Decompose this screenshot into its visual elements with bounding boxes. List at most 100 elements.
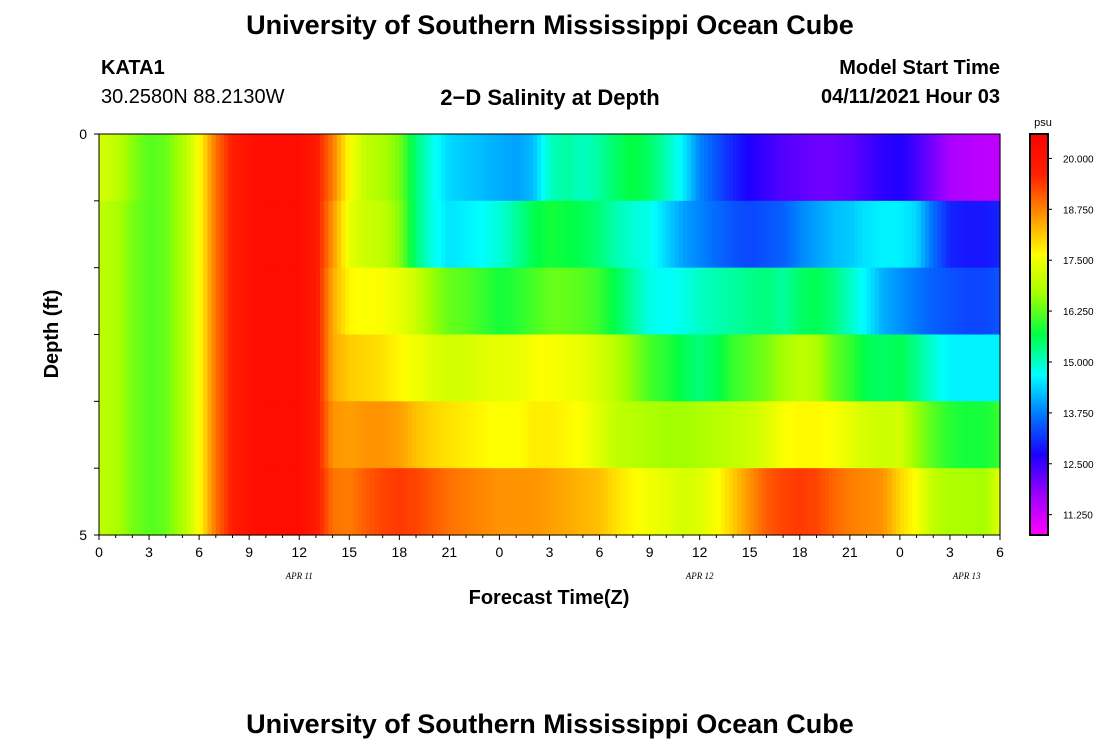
heatmap-cell — [140, 401, 146, 469]
heatmap-cell — [365, 401, 371, 469]
heatmap-cell — [386, 334, 392, 402]
heatmap-cell — [370, 134, 375, 202]
heatmap-cell — [587, 334, 592, 402]
heatmap-cell — [270, 468, 275, 536]
heatmap-cell — [728, 200, 734, 269]
heatmap-cell — [666, 134, 672, 202]
heatmap-cell — [820, 200, 826, 269]
heatmap-cell — [203, 334, 209, 402]
heatmap-cell — [395, 267, 400, 336]
heatmap-cell — [236, 334, 242, 402]
heatmap-cell — [499, 334, 505, 402]
heatmap-cell — [119, 468, 125, 536]
heatmap-cell — [115, 334, 121, 402]
heatmap-cell — [274, 200, 279, 269]
heatmap-cell — [199, 134, 204, 202]
heatmap-cell — [628, 267, 634, 336]
heatmap-cell — [378, 334, 384, 402]
heatmap-cell — [929, 200, 934, 269]
heatmap-cell — [349, 468, 355, 536]
heatmap-cell — [991, 334, 997, 402]
heatmap-cell — [486, 200, 492, 269]
heatmap-cell — [219, 334, 225, 402]
heatmap-cell — [570, 200, 576, 269]
heatmap-cell — [328, 134, 334, 202]
heatmap-cell — [670, 468, 676, 536]
heatmap-cell — [603, 334, 609, 402]
heatmap-cell — [657, 401, 663, 469]
heatmap-cell — [470, 401, 476, 469]
heatmap-cell — [699, 401, 705, 469]
heatmap-cell — [436, 334, 442, 402]
heatmap-cell — [904, 468, 909, 536]
heatmap-cell — [770, 468, 776, 536]
heatmap-cell — [862, 334, 868, 402]
heatmap-cell — [970, 267, 976, 336]
heatmap-cell — [983, 401, 989, 469]
heatmap-cell — [307, 267, 313, 336]
heatmap-cell — [345, 200, 350, 269]
heatmap-cell — [328, 334, 334, 402]
heatmap-cell — [749, 401, 755, 469]
heatmap-cell — [357, 334, 363, 402]
heatmap-cell — [737, 401, 742, 469]
heatmap-cell — [741, 134, 747, 202]
heatmap-cell — [645, 267, 651, 336]
heatmap-cell — [649, 200, 655, 269]
heatmap-cell — [599, 267, 605, 336]
heatmap-cell — [128, 200, 133, 269]
heatmap-cell — [161, 200, 167, 269]
heatmap-cell — [186, 334, 192, 402]
heatmap-cell — [428, 334, 434, 402]
heatmap-cell — [549, 200, 555, 269]
heatmap-cell — [194, 267, 200, 336]
heatmap-cell — [920, 401, 926, 469]
heatmap-cell — [870, 200, 876, 269]
heatmap-cell — [870, 401, 876, 469]
heatmap-cell — [612, 334, 617, 402]
heatmap-cell — [787, 267, 793, 336]
heatmap-cell — [770, 334, 776, 402]
heatmap-cell — [457, 468, 463, 536]
heatmap-cell — [703, 401, 709, 469]
heatmap-cell — [161, 401, 167, 469]
heatmap-cell — [286, 334, 292, 402]
heatmap-cell — [578, 401, 584, 469]
heatmap-cell — [378, 134, 384, 202]
heatmap-cell — [949, 267, 955, 336]
heatmap-cell — [336, 401, 342, 469]
heatmap-cell — [232, 267, 238, 336]
heatmap-cell — [516, 468, 521, 536]
heatmap-cell — [812, 334, 818, 402]
heatmap-cell — [411, 267, 417, 336]
heatmap-cell — [182, 200, 188, 269]
heatmap-cell — [799, 200, 805, 269]
heatmap-cell — [791, 134, 797, 202]
heatmap-cell — [520, 401, 526, 469]
heatmap-cell — [499, 134, 505, 202]
heatmap-cell — [299, 200, 304, 269]
heatmap-cell — [904, 334, 909, 402]
heatmap-cell — [416, 468, 421, 536]
heatmap-cell — [140, 134, 146, 202]
heatmap-cell — [219, 134, 225, 202]
heatmap-cell — [566, 267, 571, 336]
heatmap-cell — [899, 200, 905, 269]
heatmap-cell — [282, 468, 288, 536]
heatmap-cell — [582, 200, 588, 269]
heatmap-cell — [261, 334, 267, 402]
heatmap-cell — [920, 200, 926, 269]
heatmap-cell — [445, 134, 450, 202]
heatmap-cell — [474, 468, 480, 536]
heatmap-cell — [395, 200, 400, 269]
heatmap-cell — [365, 134, 371, 202]
heatmap-cell — [199, 401, 204, 469]
heatmap-cell — [733, 468, 738, 536]
heatmap-cell — [666, 468, 672, 536]
heatmap-cell — [591, 401, 596, 469]
heatmap-cell — [562, 401, 567, 469]
heatmap-cell — [820, 401, 826, 469]
heatmap-cell — [207, 468, 213, 536]
heatmap-cell — [390, 267, 396, 336]
heatmap-cell — [758, 401, 763, 469]
